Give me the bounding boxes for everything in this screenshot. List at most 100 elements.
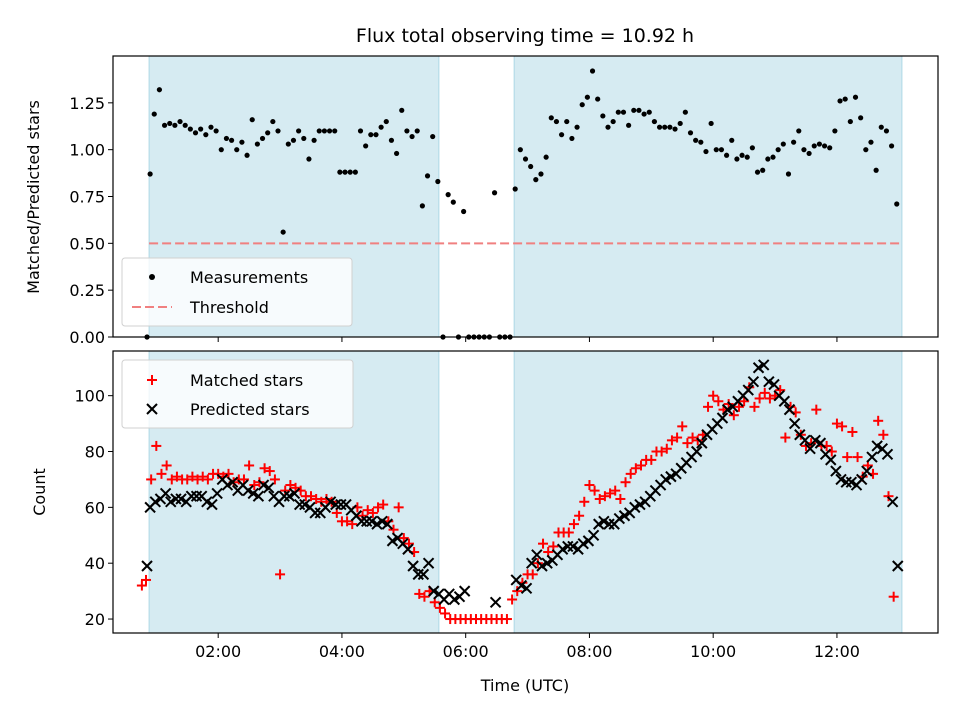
count-series-0-point-144 bbox=[878, 429, 889, 440]
ratio-series-0-point-122 bbox=[770, 154, 776, 160]
ratio-series-0-point-15 bbox=[218, 147, 224, 153]
count-series-0-point-6 bbox=[166, 474, 177, 485]
ratio-series-0-point-60 bbox=[450, 199, 456, 205]
count-axes-frame bbox=[112, 350, 939, 634]
ratio-series-0-point-130 bbox=[811, 143, 817, 149]
count-series-0-point-10 bbox=[187, 471, 198, 482]
ratio-series-0-point-74 bbox=[522, 156, 529, 162]
ratio-series-0-point-53 bbox=[414, 128, 420, 134]
count-series-0-point-9 bbox=[182, 474, 193, 485]
ratio-series-0-point-76 bbox=[533, 177, 539, 183]
ratio-series-0-point-77 bbox=[538, 171, 544, 177]
ratio-series-0-point-146 bbox=[894, 201, 900, 207]
ratio-series-0-point-52 bbox=[409, 133, 415, 140]
ratio-series-0-point-95 bbox=[631, 107, 637, 113]
ratio-series-0-point-57 bbox=[435, 178, 441, 185]
ratio-series-0-point-98 bbox=[646, 109, 652, 115]
count-x-tick-label-1: 04:00 bbox=[319, 642, 365, 661]
ratio-series-0-point-124 bbox=[780, 141, 786, 147]
ratio-series-0-point-35 bbox=[321, 128, 328, 134]
ratio-y-tick-label-3: 0.75 bbox=[69, 188, 105, 207]
count-series-1-point-118 bbox=[788, 417, 801, 430]
count-series-0-point-1 bbox=[141, 574, 151, 585]
count-series-0-point-71 bbox=[501, 614, 512, 625]
count-series-0-point-45 bbox=[367, 507, 378, 518]
ratio-series-0-point-134 bbox=[832, 128, 838, 134]
count-y-tick-label-3: 80 bbox=[85, 443, 105, 462]
count-series-0-point-138 bbox=[847, 426, 858, 437]
count-x-tick-label-0: 02:00 bbox=[195, 642, 241, 661]
ratio-series-0-point-32 bbox=[306, 156, 312, 162]
count-series-0-point-119 bbox=[749, 401, 760, 412]
x-axis-label: Time (UTC) bbox=[480, 676, 569, 695]
legend-label-matched: Matched stars bbox=[190, 371, 303, 390]
count-series-1-point-38 bbox=[335, 498, 347, 511]
count-series-1-point-33 bbox=[309, 507, 321, 519]
ratio-series-0-point-86 bbox=[584, 94, 590, 100]
ratio-series-0-point-123 bbox=[775, 147, 781, 153]
ratio-series-0-point-75 bbox=[528, 163, 534, 170]
ratio-series-0-point-10 bbox=[192, 130, 199, 136]
count-series-0-point-125 bbox=[780, 432, 791, 443]
count-series-0-point-34 bbox=[311, 493, 322, 504]
top-y-axis-label: Matched/Predicted stars bbox=[24, 100, 43, 294]
ratio-series-0-point-51 bbox=[404, 128, 410, 134]
ratio-series-0-point-89 bbox=[600, 113, 606, 119]
count-series-0-point-3 bbox=[151, 440, 162, 451]
count-series-0-point-27 bbox=[275, 569, 286, 580]
ratio-shaded-interval-1 bbox=[514, 56, 902, 337]
ratio-series-0-point-55 bbox=[424, 173, 431, 179]
ratio-series-0-point-103 bbox=[672, 126, 678, 132]
ratio-series-0-point-137 bbox=[847, 118, 853, 125]
ratio-series-0-point-50 bbox=[399, 107, 405, 113]
legend-marker-measurements bbox=[149, 274, 155, 280]
count-series-0-point-21 bbox=[244, 460, 255, 471]
ratio-series-0-point-49 bbox=[393, 150, 400, 157]
count-series-0-point-86 bbox=[579, 496, 590, 507]
ratio-series-0-point-112 bbox=[718, 147, 725, 153]
count-series-1-point-136 bbox=[881, 448, 894, 461]
count-series-0-point-25 bbox=[264, 466, 275, 477]
ratio-series-0-point-114 bbox=[729, 137, 735, 143]
count-series-1-point-0 bbox=[141, 560, 153, 572]
ratio-series-0-point-34 bbox=[316, 128, 322, 134]
count-series-1-point-68 bbox=[531, 549, 543, 561]
count-series-1-point-13 bbox=[206, 498, 218, 511]
ratio-series-0-point-143 bbox=[878, 124, 884, 130]
ratio-series-0-point-16 bbox=[223, 135, 230, 142]
count-series-0-point-54 bbox=[414, 588, 425, 599]
ratio-series-0-point-108 bbox=[698, 139, 704, 145]
count-series-0-point-26 bbox=[269, 474, 280, 485]
count-series-1-point-27 bbox=[278, 490, 290, 502]
ratio-series-0-point-37 bbox=[332, 128, 338, 134]
ratio-series-0-point-14 bbox=[213, 128, 219, 134]
ratio-series-0-point-92 bbox=[615, 109, 621, 115]
chart-title: Flux total observing time = 10.92 h bbox=[356, 25, 694, 47]
count-series-1-point-126 bbox=[830, 465, 842, 477]
count-series-0-point-103 bbox=[666, 435, 677, 446]
count-series-0-point-97 bbox=[636, 460, 646, 471]
count-series-0-point-92 bbox=[610, 485, 621, 496]
count-series-1-point-104 bbox=[716, 412, 729, 424]
ratio-series-0-point-80 bbox=[553, 118, 560, 125]
ratio-series-0-point-17 bbox=[228, 137, 235, 143]
ratio-series-0-point-24 bbox=[265, 130, 271, 136]
count-series-0-point-55 bbox=[419, 591, 430, 602]
count-series-1-point-79 bbox=[587, 529, 600, 541]
count-series-0-point-44 bbox=[362, 505, 373, 516]
count-series-0-point-137 bbox=[842, 452, 853, 463]
ratio-series-0-point-135 bbox=[837, 98, 843, 104]
ratio-series-0-point-3 bbox=[156, 87, 163, 93]
count-series-0-point-12 bbox=[197, 471, 208, 482]
ratio-series-0-point-12 bbox=[203, 132, 209, 138]
count-series-1-point-125 bbox=[825, 454, 837, 466]
ratio-series-0-point-132 bbox=[821, 143, 828, 149]
count-series-0-point-110 bbox=[703, 401, 714, 412]
ratio-series-0-point-44 bbox=[368, 132, 374, 138]
ratio-series-0-point-138 bbox=[852, 94, 859, 100]
ratio-series-0-point-117 bbox=[744, 154, 750, 160]
count-series-1-point-109 bbox=[742, 384, 754, 396]
ratio-series-0-point-20 bbox=[244, 152, 250, 158]
count-series-0-point-83 bbox=[563, 527, 574, 538]
count-series-1-point-63 bbox=[489, 596, 502, 608]
